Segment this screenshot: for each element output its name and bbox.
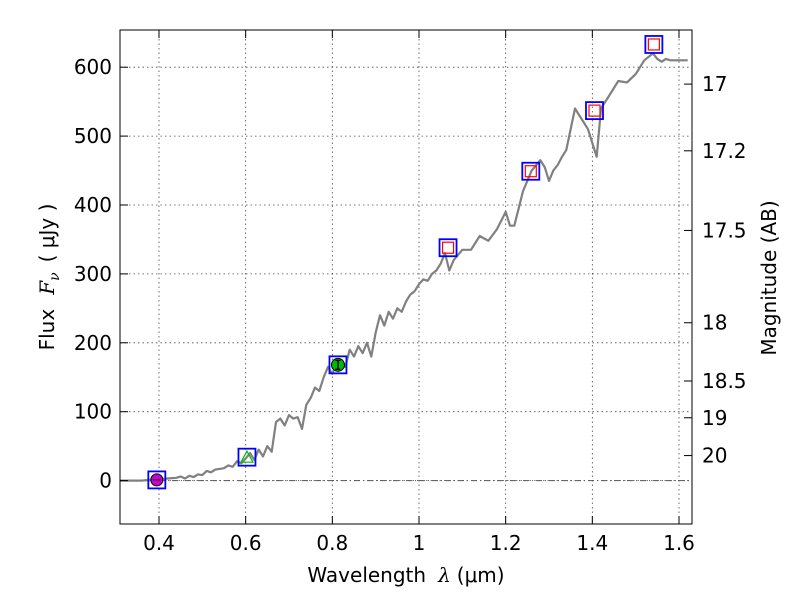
mag-tick-label: 19	[702, 406, 727, 430]
y-tick-label: 100	[74, 400, 112, 424]
photometry-point	[521, 161, 541, 181]
mag-tick-label: 17	[702, 72, 727, 96]
mag-tick-label: 18.5	[702, 369, 747, 393]
mag-tick-label: 20	[702, 444, 727, 468]
model-box	[644, 35, 664, 54]
y-tick-label: 500	[74, 124, 112, 148]
y-tick-label: 400	[74, 193, 112, 217]
y-tick-label: 600	[74, 55, 112, 79]
photometry-point	[438, 238, 458, 258]
model-box	[328, 355, 348, 375]
mag-tick-label: 17.5	[702, 218, 747, 242]
points-layer	[147, 35, 664, 490]
x-tick-label: 0.8	[316, 531, 348, 555]
right-axis-label: Magnitude (AB)	[757, 200, 781, 355]
model-square-marker	[524, 165, 537, 178]
y-tick-label: 200	[74, 331, 112, 355]
x-tick-label: 1	[413, 531, 426, 555]
photometry-point	[585, 101, 604, 121]
x-tick-label: 1.4	[576, 531, 608, 555]
x-tick-label: 0.6	[230, 531, 262, 555]
photometry-point	[644, 35, 664, 54]
model-box	[147, 470, 167, 490]
model-square-marker	[441, 241, 455, 254]
photometry-point	[237, 447, 257, 467]
model-square-marker	[647, 38, 660, 51]
model-box	[521, 161, 541, 181]
series-layer	[120, 52, 688, 482]
grid	[120, 30, 692, 524]
y-tick-label: 300	[74, 262, 112, 286]
obs-triangle-marker	[239, 449, 254, 463]
model-box	[237, 447, 257, 467]
ticks-layer: 0.4 0.6 0.8 1 1.2 1.4 1.6 0 100 200 300 400 500 600 17…	[74, 30, 747, 555]
x-tick-label: 0.4	[143, 531, 175, 555]
x-axis-label: Wavelength λ (μm)	[307, 563, 504, 587]
x-tick-label: 1.6	[663, 531, 695, 555]
photometry-point	[328, 355, 348, 375]
plot-frame	[119, 29, 693, 525]
model-box	[438, 238, 458, 258]
mag-tick-label: 17.2	[702, 139, 747, 163]
mag-tick-label: 18	[702, 311, 727, 335]
y-axis-label: FluxFν( μJy )	[35, 204, 63, 351]
spectrum-line	[120, 52, 688, 482]
y-tick-label: 0	[99, 469, 112, 493]
model-square-marker	[588, 104, 601, 117]
photometry-point	[147, 470, 167, 490]
x-tick-label: 1.2	[490, 531, 522, 555]
model-box	[585, 101, 604, 121]
